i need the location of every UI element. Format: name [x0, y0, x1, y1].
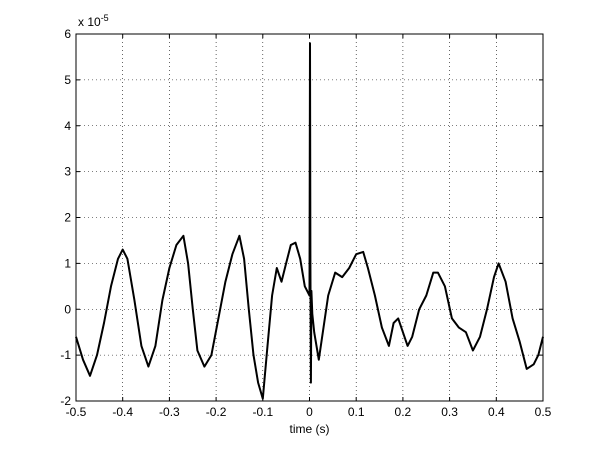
plot-frame	[75, 33, 544, 402]
x-tick-label: 0.5	[535, 405, 552, 419]
x-tick-label: -0.4	[112, 405, 133, 419]
x-tick-label: 0.1	[348, 405, 365, 419]
x-tick-labels: -0.5 -0.4 -0.3 -0.2 -0.1 0 0.1 0.2 0.3 0.4 0.5	[66, 405, 552, 419]
y-tick-label: 5	[64, 73, 71, 87]
y-tick-label: 1	[64, 256, 71, 270]
y-multiplier-label: x 10-5	[78, 13, 109, 29]
y-tick-label: -1	[60, 348, 71, 362]
y-tick-label: 0	[64, 302, 71, 316]
y-tick-label: -2	[60, 394, 71, 408]
x-tick-label: 0.3	[441, 405, 458, 419]
series-line	[75, 42, 544, 400]
x-tick-label: 0	[306, 405, 313, 419]
y-tick-labels: -2 -1 0 1 2 3 4 5 6	[60, 27, 71, 408]
y-multiplier-exponent: -5	[101, 13, 109, 23]
x-tick-label: -0.2	[206, 405, 227, 419]
y-tick-label: 6	[64, 27, 71, 41]
y-tick-label: 4	[64, 119, 71, 133]
x-axis-label: time (s)	[290, 422, 330, 436]
x-tick-label: -0.1	[252, 405, 273, 419]
y-tick-label: 2	[64, 211, 71, 225]
x-tick-label: -0.5	[66, 405, 87, 419]
x-tick-label: 0.2	[395, 405, 412, 419]
x-tick-label: 0.4	[488, 405, 505, 419]
series-lines	[75, 42, 544, 400]
y-multiplier-base: x 10	[78, 15, 101, 29]
x-tick-label: -0.3	[159, 405, 180, 419]
y-tick-label: 3	[64, 165, 71, 179]
